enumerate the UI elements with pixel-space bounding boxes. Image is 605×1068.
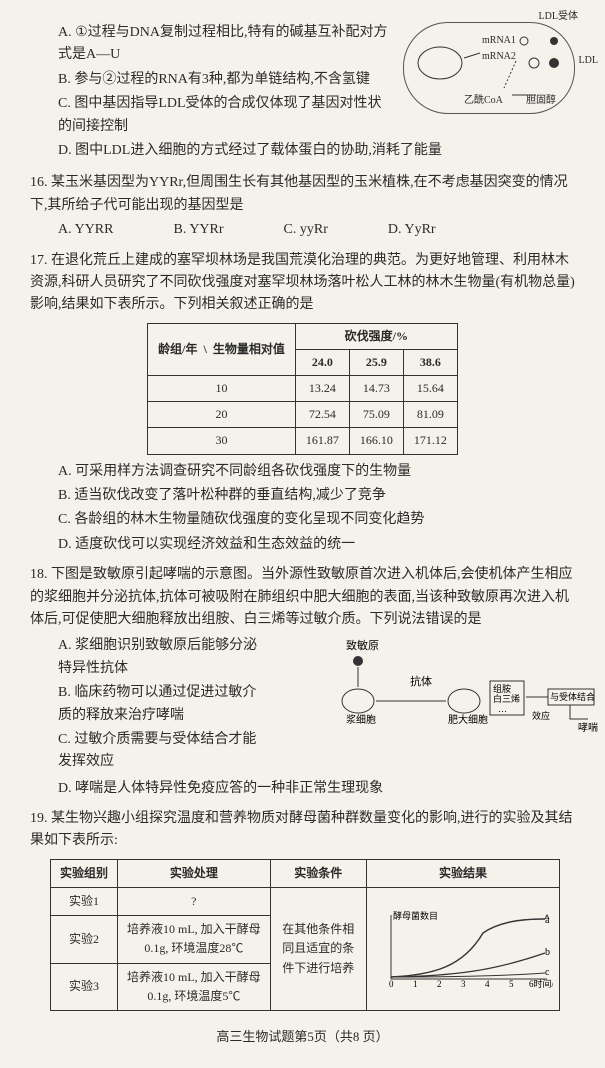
q17-hdr-left-text: 龄组/年 (158, 342, 197, 356)
q17-r0c0: 13.24 (295, 376, 349, 402)
svg-text:…: … (498, 704, 507, 714)
svg-text:0: 0 (389, 979, 394, 989)
svg-text:白三烯: 白三烯 (493, 693, 520, 704)
svg-text:组胺: 组胺 (493, 683, 511, 694)
svg-text:5: 5 (509, 979, 514, 989)
q17-option-c: C. 各龄组的林木生物量随砍伐强度的变化呈现不同变化趋势 (30, 509, 575, 531)
q17-r2c1: 166.10 (349, 428, 403, 454)
q17-option-b: B. 适当砍伐改变了落叶松种群的垂直结构,减少了竞争 (30, 485, 575, 507)
label-antibody: 抗体 (410, 674, 432, 688)
q19-r3-treat: 培养液10 mL, 加入干酵母0.1g, 环境温度5℃ (118, 963, 270, 1010)
q17-r2c2: 171.12 (403, 428, 457, 454)
q17-col-0: 24.0 (295, 349, 349, 375)
q19-chart-cell: 酵母菌数目 a b c 0 1 2 3 (367, 888, 560, 1011)
q17-hdr-top: 砍伐强度/% (295, 323, 457, 349)
q17-hdr-sub-text: 生物量相对值 (213, 342, 285, 356)
q19-chart: 酵母菌数目 a b c 0 1 2 3 (373, 909, 553, 989)
q17-table: 龄组/年 \ 生物量相对值 砍伐强度/% 24.0 25.9 38.6 10 1… (147, 323, 458, 455)
q18-option-a: A. 浆细胞识别致敏原后能够分泌特异性抗体 (30, 635, 260, 680)
label-effect: 效应 (532, 710, 550, 721)
svg-text:a: a (545, 915, 550, 926)
q17-stem: 17. 在退化荒丘上建成的塞罕坝林场是我国荒漠化治理的典范。为更好地管理、利用林… (30, 250, 575, 317)
svg-text:b: b (545, 947, 550, 958)
q17-col-1: 25.9 (349, 349, 403, 375)
q19-r2-treat: 培养液10 mL, 加入干酵母0.1g, 环境温度28℃ (118, 916, 270, 963)
q19-h1: 实验组别 (51, 859, 118, 887)
q19-h4: 实验结果 (367, 859, 560, 887)
q16-option-d: D. YyRr (388, 219, 436, 241)
q17-row0-age: 10 (148, 376, 296, 402)
q19-h3: 实验条件 (270, 859, 366, 887)
q16-option-a: A. YYRR (58, 219, 114, 241)
q19-r1-group: 实验1 (51, 888, 118, 916)
label-bind: 与受体结合 (550, 691, 595, 702)
q18-option-b: B. 临床药物可以通过促进过敏介质的释放来治疗哮喘 (30, 682, 260, 727)
q19-h2: 实验处理 (118, 859, 270, 887)
q19-stem: 19. 某生物兴趣小组探究温度和营养物质对酵母菌种群数量变化的影响,进行的实验及… (30, 808, 575, 853)
q19-r3-group: 实验3 (51, 963, 118, 1010)
page-footer: 高三生物试题第5页（共8 页） (30, 1027, 575, 1048)
svg-text:c: c (545, 967, 550, 978)
label-ldl: LDL (579, 53, 598, 69)
q17-row2-age: 30 (148, 428, 296, 454)
q17-r0c1: 14.73 (349, 376, 403, 402)
q18-stem: 18. 下图是致敏原引起哮喘的示意图。当外源性致敏原首次进入机体后,会使机体产生… (30, 564, 575, 631)
svg-text:3: 3 (461, 979, 466, 989)
label-mast: 肥大细胞 (448, 713, 488, 726)
q19-table: 实验组别 实验处理 实验条件 实验结果 实验1 ? 在其他条件相同且适宜的条件下… (50, 859, 560, 1011)
q15-option-d: D. 图中LDL进入细胞的方式经过了载体蛋白的协助,消耗了能量 (30, 140, 575, 162)
q15-diagram: LDL受体 mRNA1 mRNA2 LDL 乙酰CoA 胆固醇 (403, 22, 575, 114)
q16-option-b: B. YYRr (174, 219, 224, 241)
q16-stem: 16. 某玉米基因型为YYRr,但周围生长有其他基因型的玉米植株,在不考虑基因突… (30, 172, 575, 217)
svg-text:2: 2 (437, 979, 442, 989)
label-plasma: 浆细胞 (346, 713, 376, 726)
q16-option-c: C. yyRr (284, 219, 328, 241)
q17-r1c0: 72.54 (295, 402, 349, 428)
q19-r2-group: 实验2 (51, 916, 118, 963)
q19-r1-treat: ? (118, 888, 270, 916)
svg-text:6时间/d: 6时间/d (529, 978, 553, 989)
q17-hdr-left: 龄组/年 \ 生物量相对值 (148, 323, 296, 375)
q17-option-a: A. 可采用样方法调查研究不同龄组各砍伐强度下的生物量 (30, 461, 575, 483)
q17-r0c2: 15.64 (403, 376, 457, 402)
label-asthma: 哮喘 (578, 721, 598, 734)
label-antigen: 致敏原 (346, 639, 379, 652)
chart-ylabel: 酵母菌数目 (393, 910, 438, 921)
q17-r1c2: 81.09 (403, 402, 457, 428)
q17-r1c1: 75.09 (349, 402, 403, 428)
q19-cond: 在其他条件相同且适宜的条件下进行培养 (270, 888, 366, 1011)
q17-r2c0: 161.87 (295, 428, 349, 454)
q17-option-d: D. 适度砍伐可以实现经济效益和生态效益的统一 (30, 534, 575, 556)
q18-option-d: D. 哮喘是人体特异性免疫应答的一种非正常生理现象 (30, 778, 575, 800)
q18-option-c: C. 过敏介质需要与受体结合才能发挥效应 (30, 729, 260, 774)
q17-row1-age: 20 (148, 402, 296, 428)
q18-diagram: 致敏原 抗体 浆细胞 肥大细胞 组胺 白三烯 … 与受体结合 效应 哮喘 (298, 639, 598, 769)
svg-text:1: 1 (413, 979, 418, 989)
svg-text:4: 4 (485, 979, 490, 989)
q17-col-2: 38.6 (403, 349, 457, 375)
